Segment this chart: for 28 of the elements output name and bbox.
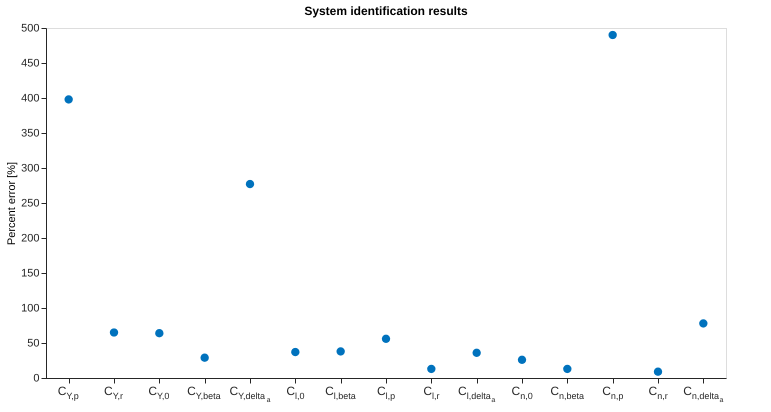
chart-title: System identification results [304, 4, 468, 18]
point [110, 328, 118, 337]
y-tick-label: 200 [21, 232, 40, 244]
point [699, 319, 708, 328]
point [518, 356, 526, 364]
y-tick-label: 150 [21, 268, 40, 280]
y-tick-label: 400 [21, 92, 40, 104]
y-axis-title: Percent error [%] [6, 162, 18, 246]
point [336, 347, 345, 356]
point [563, 364, 572, 374]
y-tick-label: 0 [33, 372, 40, 384]
y-tick-label: 250 [21, 198, 40, 210]
point [246, 180, 254, 188]
point [200, 354, 209, 362]
y-tick-label: 350 [21, 128, 40, 140]
point [291, 348, 300, 356]
point [427, 364, 436, 374]
point [654, 368, 662, 376]
point [382, 334, 390, 343]
y-tick-label: 500 [21, 22, 40, 34]
point [472, 348, 481, 357]
point [64, 95, 73, 104]
y-tick-label: 100 [21, 302, 40, 314]
point [155, 329, 164, 338]
point [608, 30, 617, 40]
y-tick-label: 50 [27, 338, 40, 350]
y-tick-label: 450 [21, 58, 40, 70]
y-tick-label: 300 [21, 162, 40, 174]
